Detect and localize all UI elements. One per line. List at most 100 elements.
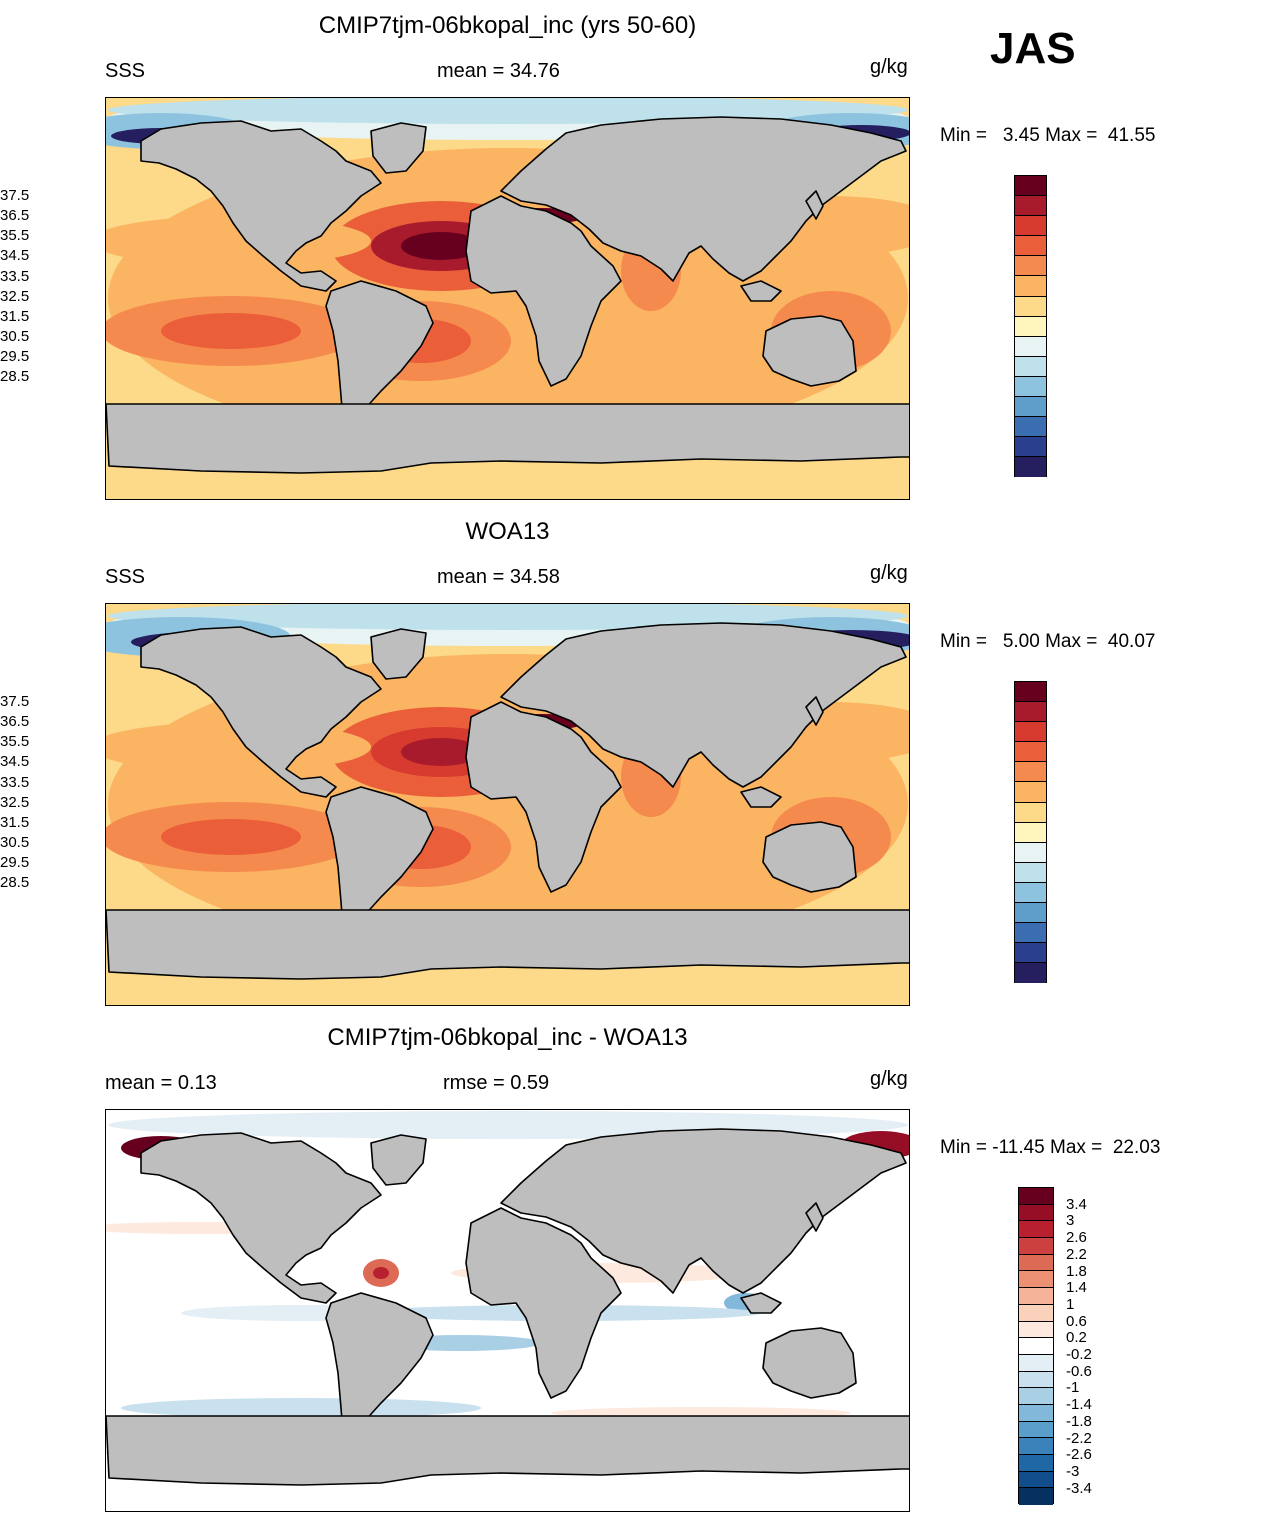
- colorbar-box: [1019, 1188, 1053, 1205]
- colorbar-tick-label: 33.5: [0, 773, 30, 791]
- colorbar-box: [1019, 1455, 1053, 1472]
- land-mass: [500, 622, 907, 788]
- colorbar-tick-label: 35.5: [0, 227, 30, 245]
- panel-2-title: WOA13: [465, 518, 550, 545]
- colorbar-tick-label: -0.6: [1066, 1362, 1092, 1380]
- colorbar-box: [1015, 176, 1046, 197]
- colorbar-tick-label: -1.4: [1066, 1396, 1092, 1414]
- land-mass: [325, 280, 434, 427]
- panel-1-mean-label: mean = 34.76: [437, 60, 560, 82]
- colorbar-tick-label: -3.4: [1066, 1479, 1092, 1497]
- colorbar-box: [1015, 702, 1046, 723]
- colorbar-box: [1015, 216, 1046, 237]
- panel-2-colorbar: [1014, 681, 1047, 984]
- land-mass: [370, 628, 427, 680]
- colorbar-tick-label: 31.5: [0, 307, 30, 325]
- colorbar-tick-label: 28.5: [0, 368, 30, 385]
- panel-1-variable-label: SSS: [105, 60, 146, 82]
- colorbar-box: [1019, 1371, 1053, 1389]
- colorbar-box: [1015, 376, 1046, 398]
- colorbar-tick-label: 29.5: [0, 853, 30, 871]
- panel-2-units: g/kg: [870, 562, 908, 584]
- salinity-contour: [161, 313, 301, 349]
- land-mass: [140, 1132, 382, 1304]
- land-mass: [325, 1292, 434, 1439]
- colorbar-box: [1015, 356, 1046, 377]
- land-mass: [465, 195, 622, 387]
- colorbar-box: [1019, 1471, 1053, 1489]
- colorbar-tick-label: 1: [1066, 1295, 1075, 1313]
- land-mass: [106, 403, 909, 474]
- colorbar-tick-label: 28.5: [0, 874, 30, 891]
- colorbar-box: [1015, 822, 1046, 843]
- land-mass: [805, 1202, 824, 1232]
- panel-1-units: g/kg: [870, 56, 908, 78]
- colorbar-tick-label: -1.8: [1066, 1412, 1092, 1430]
- land-mass: [140, 120, 382, 292]
- panel-3-map: [105, 1109, 910, 1512]
- panel-1-colorbar: [1014, 175, 1047, 478]
- panel-1-minmax: Min = 3.45 Max = 41.55: [940, 125, 1156, 146]
- colorbar-box: [1019, 1254, 1053, 1272]
- colorbar-box: [1019, 1404, 1053, 1422]
- panel-2-variable-label: SSS: [105, 566, 146, 588]
- colorbar-box: [1015, 762, 1046, 783]
- colorbar-box: [1019, 1321, 1053, 1339]
- colorbar-box: [1015, 742, 1046, 763]
- colorbar-tick-label: -0.2: [1066, 1346, 1092, 1363]
- colorbar-box: [1015, 457, 1046, 478]
- colorbar-box: [1019, 1204, 1053, 1222]
- colorbar-tick-label: 0.6: [1066, 1312, 1087, 1330]
- panel-3-rmse-label: rmse = 0.59: [443, 1072, 550, 1094]
- land-mass: [740, 280, 782, 302]
- colorbar-tick-label: 37.5: [0, 693, 30, 711]
- panel-3-mean-label: mean = 0.13: [105, 1072, 217, 1094]
- colorbar-tick-label: -2.6: [1066, 1446, 1092, 1464]
- land-mass: [762, 315, 857, 387]
- land-mass: [805, 190, 824, 220]
- colorbar-box: [1019, 1271, 1053, 1289]
- colorbar-box: [1019, 1421, 1053, 1439]
- colorbar-tick-label: 37.5: [0, 187, 30, 205]
- colorbar-box: [1015, 842, 1046, 863]
- colorbar-box: [1019, 1304, 1053, 1322]
- salinity-contour: [121, 1398, 481, 1418]
- land-mass: [740, 1292, 782, 1314]
- colorbar-box: [1015, 682, 1046, 703]
- colorbar-tick-label: 34.5: [0, 247, 30, 265]
- colorbar-box: [1015, 336, 1046, 357]
- colorbar-box: [1015, 903, 1046, 924]
- colorbar-box: [1015, 276, 1046, 297]
- panel-2-map: [105, 603, 910, 1006]
- colorbar-box: [1019, 1338, 1053, 1355]
- colorbar-box: [1019, 1438, 1053, 1455]
- colorbar-box: [1015, 802, 1046, 823]
- colorbar-box: [1019, 1288, 1053, 1305]
- colorbar-box: [1015, 417, 1046, 438]
- land-mass: [106, 909, 909, 980]
- colorbar-tick-label: -3: [1066, 1462, 1080, 1480]
- panel-3-title: CMIP7tjm-06bkopal_inc - WOA13: [327, 1024, 688, 1051]
- salinity-contour: [401, 232, 481, 260]
- salinity-contour: [161, 819, 301, 855]
- colorbar-box: [1015, 882, 1046, 904]
- land-mass: [370, 1134, 427, 1186]
- colorbar-tick-label: 30.5: [0, 833, 30, 851]
- panel-2-minmax: Min = 5.00 Max = 40.07: [940, 631, 1156, 652]
- panel-3-colorbar: [1018, 1187, 1054, 1506]
- land-mass: [805, 696, 824, 726]
- panel-3-units: g/kg: [870, 1068, 908, 1090]
- land-mass: [106, 1415, 909, 1486]
- panel-1-title: CMIP7tjm-06bkopal_inc (yrs 50-60): [318, 12, 697, 39]
- colorbar-tick-label: 34.5: [0, 753, 30, 771]
- colorbar-box: [1015, 862, 1046, 883]
- salinity-contour: [401, 738, 481, 766]
- land-mass: [325, 786, 434, 933]
- land-mass: [500, 116, 907, 282]
- colorbar-box: [1015, 963, 1046, 984]
- colorbar-box: [1015, 923, 1046, 944]
- colorbar-box: [1019, 1221, 1053, 1239]
- colorbar-tick-label: 35.5: [0, 733, 30, 751]
- salinity-contour: [373, 1267, 389, 1279]
- colorbar-box: [1019, 1488, 1053, 1506]
